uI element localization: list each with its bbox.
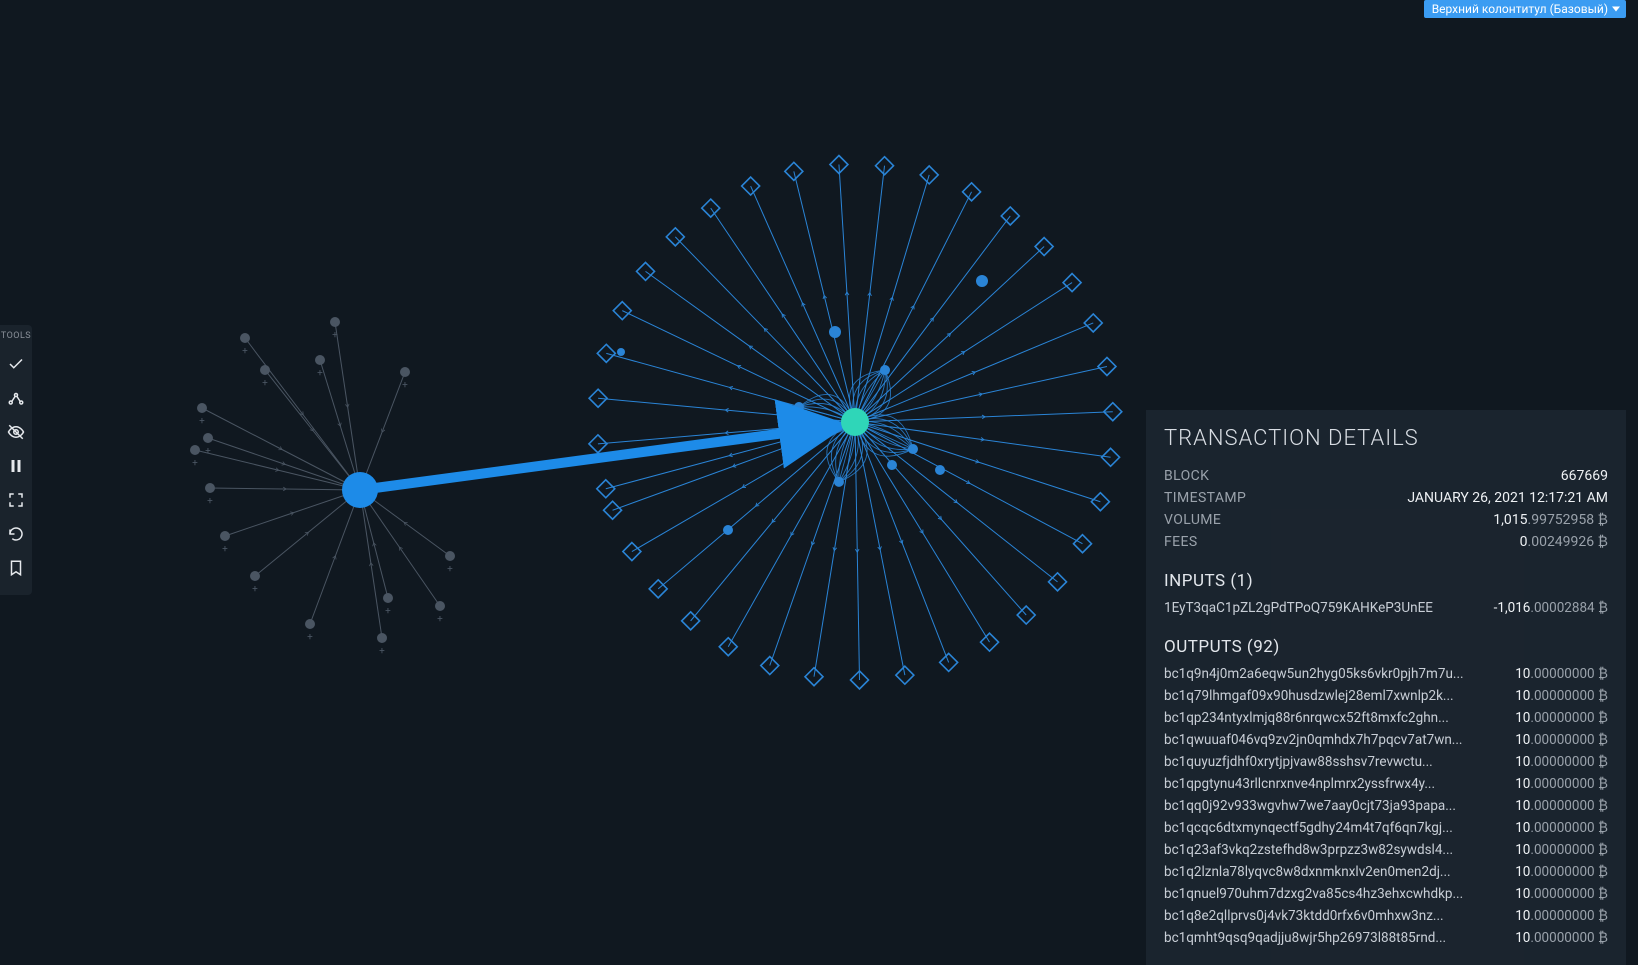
address-text: bc1q23af3vkq2zstefhd8w3prpzz3w82sywdsl4.… <box>1164 839 1453 861</box>
svg-text:+: + <box>192 458 198 469</box>
amount-text: -1,016.00002884 ₿ <box>1494 597 1608 619</box>
svg-text:+: + <box>199 416 205 427</box>
output-row[interactable]: bc1q8e2qllprvs0j4vk73ktdd0rfx6v0mhxw3nz.… <box>1164 905 1608 927</box>
output-row[interactable]: bc1qpgtynu43rllcnrxnve4nplmrx2yssfrwx4y.… <box>1164 773 1608 795</box>
output-row[interactable]: bc1qmht9qsq9qadjju8wjr5hp26973l88t85rnd.… <box>1164 927 1608 948</box>
address-text: bc1qpgtynu43rllcnrxnve4nplmrx2yssfrwx4y.… <box>1164 773 1435 795</box>
header-badge[interactable]: Верхний колонтитул (Базовый) <box>1424 0 1626 18</box>
summary-key: VOLUME <box>1164 509 1221 531</box>
output-row[interactable]: bc1qnuel970uhm7dzxg2va85cs4hz3ehxcwhdkp.… <box>1164 883 1608 905</box>
amount-text: 10.00000000 ₿ <box>1515 905 1608 927</box>
address-text: bc1qq0j92v933wgvhw7we7aay0cjt73ja93papa.… <box>1164 795 1456 817</box>
address-text: bc1qnuel970uhm7dzxg2va85cs4hz3ehxcwhdkp.… <box>1164 883 1463 905</box>
transaction-details-panel: TRANSACTION DETAILS BLOCK667669TIMESTAMP… <box>1146 410 1626 965</box>
svg-text:+: + <box>252 584 258 595</box>
amount-text: 10.00000000 ₿ <box>1515 839 1608 861</box>
address-text: bc1qwuuaf046vq9zv2jn0qmhdx7h7pqcv7at7wn.… <box>1164 729 1462 751</box>
fullscreen-icon[interactable] <box>0 483 32 517</box>
summary-value: 667669 <box>1561 465 1608 487</box>
header-badge-label: Верхний колонтитул (Базовый) <box>1432 2 1608 16</box>
svg-text:+: + <box>262 378 268 389</box>
output-row[interactable]: bc1quyuzfjdhf0xrytjpjvaw88sshsv7revwctu.… <box>1164 751 1608 773</box>
amount-text: 10.00000000 ₿ <box>1515 663 1608 685</box>
amount-text: 10.00000000 ₿ <box>1515 883 1608 905</box>
svg-text:+: + <box>242 346 248 357</box>
address-text: bc1qp234ntyxlmjq88r6nrqwcx52ft8mxfc2ghn.… <box>1164 707 1449 729</box>
summary-row: FEES 0.00249926 ₿ <box>1164 531 1608 553</box>
address-text: bc1q2lznla78lyqvc8w8dxnmknxlv2en0men2dj.… <box>1164 861 1451 883</box>
summary-row: VOLUME 1,015.99752958 ₿ <box>1164 509 1608 531</box>
address-text: bc1q9n4j0m2a6eqw5un2hyg05ks6vkr0pjh7m7u.… <box>1164 663 1464 685</box>
summary-key: TIMESTAMP <box>1164 487 1246 509</box>
svg-text:+: + <box>307 632 313 643</box>
address-text: bc1quyuzfjdhf0xrytjpjvaw88sshsv7revwctu.… <box>1164 751 1433 773</box>
tools-label: TOOLS <box>0 331 32 347</box>
amount-text: 10.00000000 ₿ <box>1515 795 1608 817</box>
svg-text:+: + <box>385 606 391 617</box>
output-row[interactable]: bc1q2lznla78lyqvc8w8dxnmknxlv2en0men2dj.… <box>1164 861 1608 883</box>
output-row[interactable]: bc1qp234ntyxlmjq88r6nrqwcx52ft8mxfc2ghn.… <box>1164 707 1608 729</box>
address-text: bc1qcqc6dtxmynqectf5gdhy24m4t7qf6qn7kgj.… <box>1164 817 1453 839</box>
svg-text:+: + <box>437 614 443 625</box>
panel-body[interactable]: BLOCK 667669 TIMESTAMP JANUARY 26, 2021 12:… <box>1164 465 1616 948</box>
summary-value: 1,015.99752958 ₿ <box>1493 509 1608 531</box>
summary-key: FEES <box>1164 531 1198 553</box>
inputs-header: INPUTS (1) <box>1164 571 1608 591</box>
address-text: bc1q8e2qllprvs0j4vk73ktdd0rfx6v0mhxw3nz.… <box>1164 905 1444 927</box>
output-row[interactable]: bc1qwuuaf046vq9zv2jn0qmhdx7h7pqcv7at7wn.… <box>1164 729 1608 751</box>
summary-row: TIMESTAMP JANUARY 26, 2021 12:17:21 AM <box>1164 487 1608 509</box>
amount-text: 10.00000000 ₿ <box>1515 685 1608 707</box>
output-row[interactable]: bc1q9n4j0m2a6eqw5un2hyg05ks6vkr0pjh7m7u.… <box>1164 663 1608 685</box>
output-row[interactable]: bc1q79lhmgaf09x90husdzwlej28eml7xwnlp2k.… <box>1164 685 1608 707</box>
svg-text:+: + <box>379 646 385 657</box>
svg-text:+: + <box>207 496 213 507</box>
summary-key: BLOCK <box>1164 465 1209 487</box>
input-row[interactable]: 1EyT3qaC1pZL2gPdTPoQ759KAHKeP3UnEE -1,016… <box>1164 597 1608 619</box>
svg-text:+: + <box>402 380 408 391</box>
summary-value: JANUARY 26, 2021 12:17:21 AM <box>1407 487 1608 509</box>
amount-text: 10.00000000 ₿ <box>1515 707 1608 729</box>
pause-icon[interactable] <box>0 449 32 483</box>
amount-text: 10.00000000 ₿ <box>1515 817 1608 839</box>
tools-toolbar: TOOLS <box>0 325 32 595</box>
address-text: bc1qmht9qsq9qadjju8wjr5hp26973l88t85rnd.… <box>1164 927 1446 948</box>
svg-text:+: + <box>332 330 338 341</box>
summary-value: 0.00249926 ₿ <box>1520 531 1608 553</box>
output-row[interactable]: bc1qq0j92v933wgvhw7we7aay0cjt73ja93papa.… <box>1164 795 1608 817</box>
check-icon[interactable] <box>0 347 32 381</box>
amount-text: 10.00000000 ₿ <box>1515 927 1608 948</box>
undo-icon[interactable] <box>0 517 32 551</box>
svg-text:+: + <box>222 544 228 555</box>
panel-title: TRANSACTION DETAILS <box>1164 426 1616 451</box>
amount-text: 10.00000000 ₿ <box>1515 751 1608 773</box>
address-text: bc1q79lhmgaf09x90husdzwlej28eml7xwnlp2k.… <box>1164 685 1454 707</box>
bookmark-icon[interactable] <box>0 551 32 585</box>
eye-off-icon[interactable] <box>0 415 32 449</box>
path-icon[interactable] <box>0 381 32 415</box>
address-text: 1EyT3qaC1pZL2gPdTPoQ759KAHKeP3UnEE <box>1164 597 1433 619</box>
amount-text: 10.00000000 ₿ <box>1515 861 1608 883</box>
output-row[interactable]: bc1q23af3vkq2zstefhd8w3prpzz3w82sywdsl4.… <box>1164 839 1608 861</box>
svg-text:+: + <box>205 446 211 457</box>
output-row[interactable]: bc1qcqc6dtxmynqectf5gdhy24m4t7qf6qn7kgj.… <box>1164 817 1608 839</box>
outputs-header: OUTPUTS (92) <box>1164 637 1608 657</box>
summary-row: BLOCK 667669 <box>1164 465 1608 487</box>
svg-text:+: + <box>317 368 323 379</box>
amount-text: 10.00000000 ₿ <box>1515 773 1608 795</box>
amount-text: 10.00000000 ₿ <box>1515 729 1608 751</box>
svg-text:+: + <box>447 564 453 575</box>
